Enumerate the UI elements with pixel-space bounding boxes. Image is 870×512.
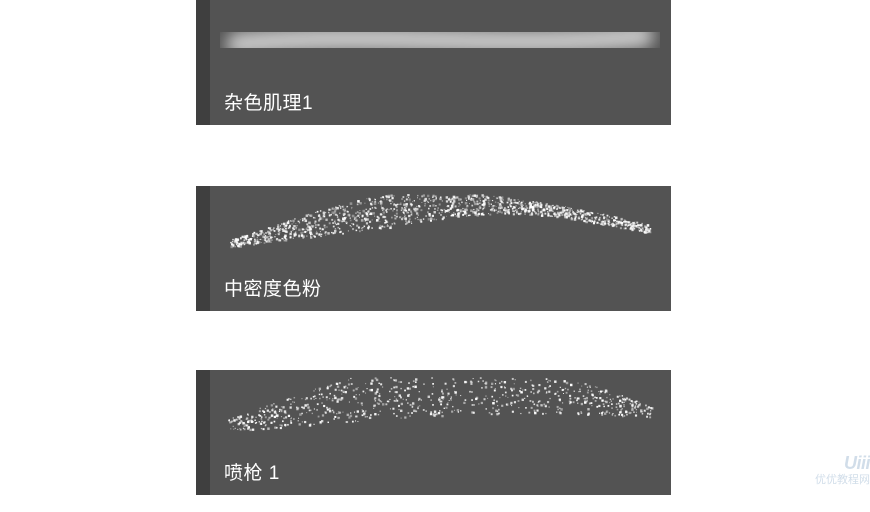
brush-stroke-preview xyxy=(220,192,661,270)
watermark-sub: 优优教程网 xyxy=(815,474,870,488)
brush-label: 中密度色粉 xyxy=(210,266,671,311)
brush-preview-item[interactable]: 杂色肌理1 xyxy=(196,0,671,125)
selection-bar xyxy=(196,186,210,311)
watermark: Uiii 优优教程网 xyxy=(815,452,870,488)
brush-label: 喷枪 1 xyxy=(210,450,671,495)
brush-stroke-preview xyxy=(220,6,661,84)
brush-preview-item[interactable]: 喷枪 1 xyxy=(196,370,671,495)
brush-content: 喷枪 1 xyxy=(210,370,671,495)
watermark-logo: Uiii xyxy=(815,452,870,475)
brush-content: 杂色肌理1 xyxy=(210,0,671,125)
brush-content: 中密度色粉 xyxy=(210,186,671,311)
selection-bar xyxy=(196,0,210,125)
brush-label: 杂色肌理1 xyxy=(210,80,671,125)
selection-bar xyxy=(196,370,210,495)
brush-stroke-preview xyxy=(220,376,661,454)
brush-preview-item[interactable]: 中密度色粉 xyxy=(196,186,671,311)
